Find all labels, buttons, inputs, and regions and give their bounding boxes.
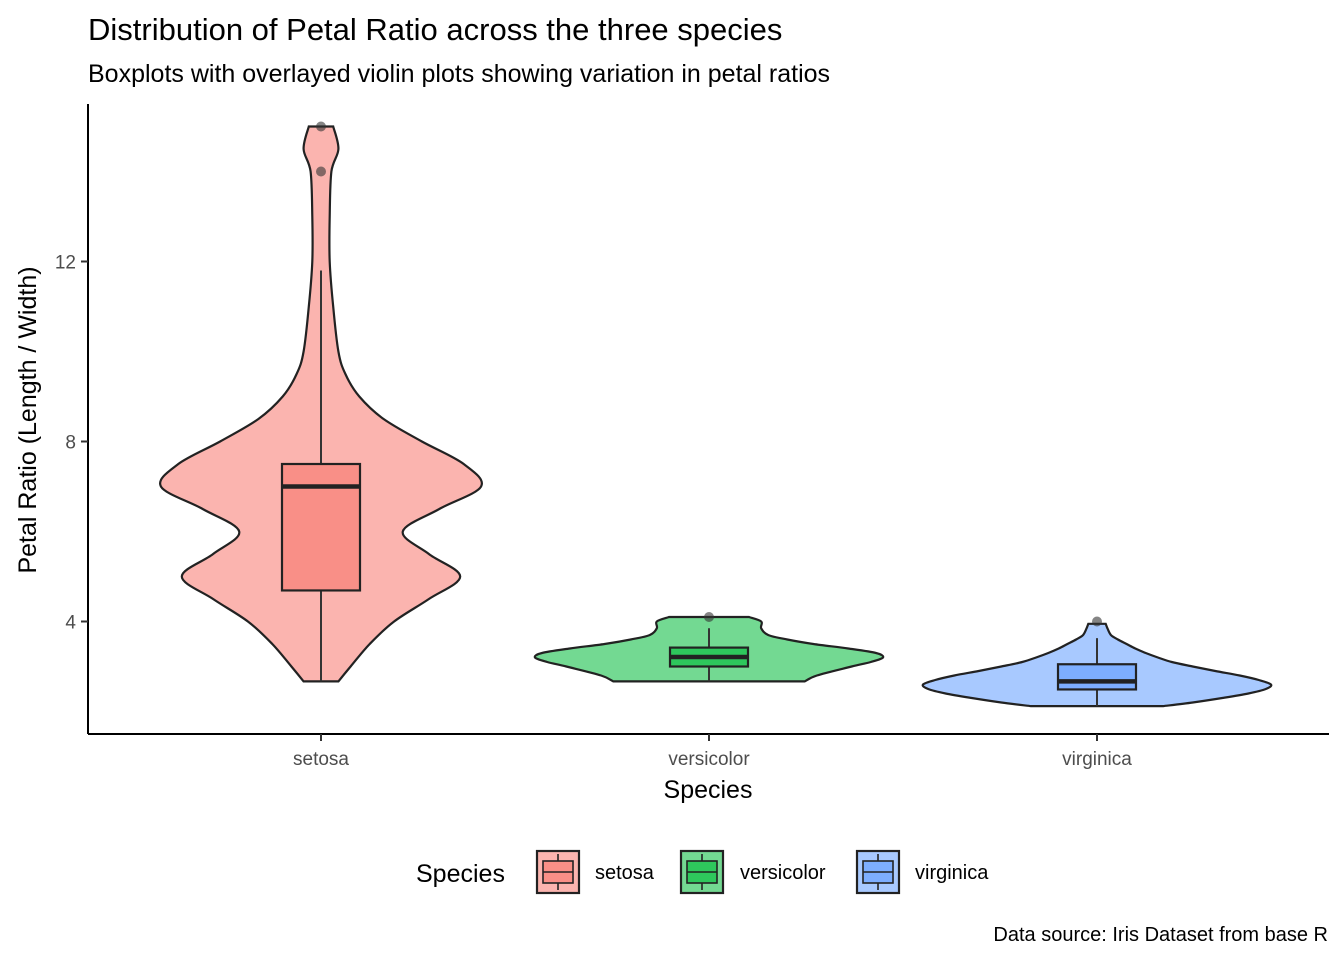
outlier-point-setosa [316, 121, 326, 132]
plot-area [159, 121, 1273, 708]
species-group-virginica [921, 616, 1273, 708]
y-tick-label: 4 [65, 613, 76, 634]
outlier-point-setosa [316, 166, 326, 177]
legend-key-setosa [535, 849, 581, 895]
chart-title: Distribution of Petal Ratio across the t… [88, 12, 782, 47]
legend-label-virginica: virginica [915, 862, 989, 884]
x-tick-label: versicolor [668, 749, 750, 770]
y-tick-label: 12 [55, 253, 76, 274]
x-tick-label: setosa [293, 749, 349, 770]
chart-caption: Data source: Iris Dataset from base R [993, 924, 1328, 946]
species-group-setosa [159, 121, 483, 683]
legend-title: Species [416, 860, 505, 888]
legend-label-versicolor: versicolor [740, 862, 826, 884]
outlier-point-virginica [1092, 616, 1102, 627]
chart-subtitle: Boxplots with overlayed violin plots sho… [88, 60, 830, 88]
outlier-point-versicolor [704, 612, 714, 622]
species-group-versicolor [533, 612, 885, 683]
y-axis-title: Petal Ratio (Length / Width) [14, 266, 42, 573]
legend-key-versicolor [679, 849, 725, 895]
box-virginica [1056, 663, 1138, 691]
y-axis-ticks: 4 8 12 [55, 253, 88, 634]
y-tick-label: 8 [65, 433, 76, 454]
box-setosa [280, 462, 362, 592]
legend-label-setosa: setosa [595, 862, 655, 884]
x-axis-ticks: setosa versicolor virginica [293, 734, 1132, 770]
legend: Species setosa versicolor virginica [416, 849, 989, 895]
legend-key-virginica [855, 849, 901, 895]
x-tick-label: virginica [1062, 749, 1132, 770]
x-axis-title: Species [664, 776, 753, 804]
